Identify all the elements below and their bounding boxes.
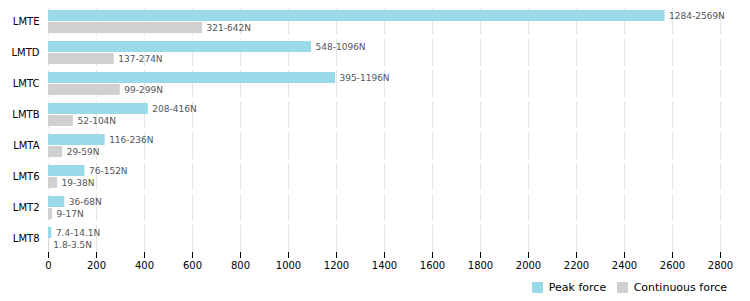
svg-text:1800: 1800 (468, 260, 493, 271)
svg-text:LMT6: LMT6 (13, 171, 40, 182)
svg-text:2600: 2600 (660, 260, 685, 271)
svg-text:321-642N: 321-642N (207, 23, 251, 33)
svg-text:2000: 2000 (516, 260, 541, 271)
svg-text:LMTE: LMTE (13, 16, 40, 27)
svg-text:1000: 1000 (276, 260, 301, 271)
html-text:Peak force: Peak force (548, 280, 607, 294)
svg-text:LMTA: LMTA (13, 140, 40, 151)
svg-text:600: 600 (183, 260, 202, 271)
svg-text:548-1096N: 548-1096N (316, 42, 366, 52)
svg-text:0: 0 (45, 260, 51, 271)
svg-text:29-59N: 29-59N (67, 147, 100, 157)
svg-text:2400: 2400 (612, 260, 637, 271)
svg-text:LMT8: LMT8 (13, 233, 40, 244)
svg-text:1200: 1200 (324, 260, 349, 271)
svg-text:1400: 1400 (372, 260, 397, 271)
svg-text:36-68N: 36-68N (69, 197, 102, 207)
svg-text:200: 200 (87, 260, 106, 271)
svg-text:800: 800 (231, 260, 250, 271)
svg-text:137-274N: 137-274N (118, 54, 162, 64)
svg-text:2200: 2200 (564, 260, 589, 271)
svg-text:1.8-3.5N: 1.8-3.5N (53, 240, 92, 250)
svg-text:1284-2569N: 1284-2569N (669, 11, 725, 21)
svg-text:400: 400 (135, 260, 154, 271)
svg-text:LMTC: LMTC (13, 78, 40, 89)
svg-text:99-299N: 99-299N (124, 85, 163, 95)
svg-text:LMT2: LMT2 (13, 202, 40, 213)
svg-text:1600: 1600 (420, 260, 445, 271)
html-text:Continuous force: Continuous force (633, 280, 727, 294)
svg-text:116-236N: 116-236N (109, 135, 153, 145)
svg-text:76-152N: 76-152N (89, 166, 128, 176)
svg-text:395-1196N: 395-1196N (340, 73, 390, 83)
svg-text:7.4-14.1N: 7.4-14.1N (56, 228, 100, 238)
svg-text:LMTB: LMTB (12, 109, 39, 120)
svg-text:LMTD: LMTD (11, 47, 39, 58)
svg-text:19-38N: 19-38N (62, 178, 95, 188)
svg-text:208-416N: 208-416N (152, 104, 196, 114)
svg-text:9-17N: 9-17N (57, 209, 84, 219)
svg-text:52-104N: 52-104N (77, 116, 116, 126)
svg-text:2800: 2800 (708, 260, 733, 271)
